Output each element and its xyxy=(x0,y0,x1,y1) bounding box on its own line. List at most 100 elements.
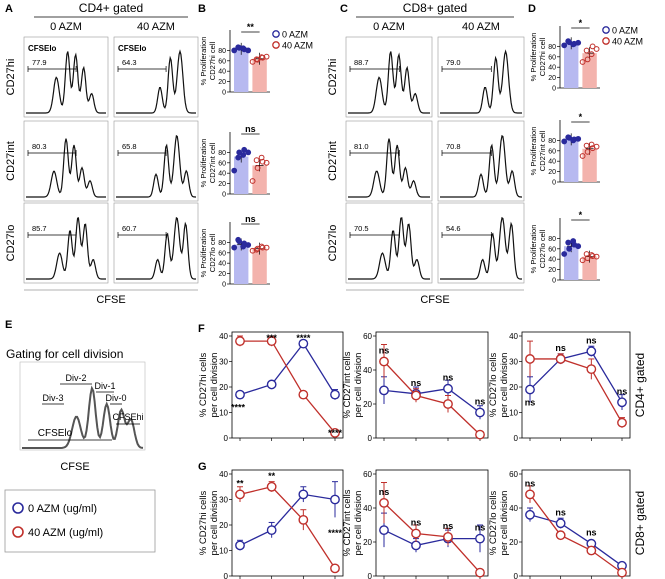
data-point-0-0 xyxy=(561,42,568,49)
annotation-3: ns xyxy=(475,523,486,533)
data-point-1-1 xyxy=(555,530,566,541)
legend-label-big-1: 40 AZM (ug/ml) xyxy=(28,527,103,539)
y-tick-label-60: 60 xyxy=(218,250,226,257)
panel-c-xlabel: CFSE xyxy=(420,294,449,306)
bar-1 xyxy=(252,58,267,92)
y-axis-label-0: % Proliferation xyxy=(529,33,538,82)
annotation-1: ns xyxy=(411,378,422,388)
group-label: CD8+ gated xyxy=(633,491,647,555)
data-point-0-3 xyxy=(565,134,572,141)
data-point-1-2 xyxy=(298,515,309,525)
y-tick-label-0: 0 xyxy=(368,572,373,579)
data-point-0-0 xyxy=(561,138,568,145)
data-point-0-0 xyxy=(231,167,238,174)
y-axis-label-0: % Proliferation xyxy=(199,37,208,86)
legend-marker-0 xyxy=(602,26,610,34)
panel-a-gate-label-1: CFSElo xyxy=(118,44,147,53)
data-point-0-3 xyxy=(235,236,242,243)
data-point-1-3 xyxy=(253,56,260,63)
panel-c-plot-frame-0-0 xyxy=(345,36,433,118)
significance-label: ** xyxy=(247,22,255,32)
line-chart-F1: 0 10 20 30 40 % CD27hi cells per cell division… xyxy=(198,331,344,443)
series-line-0 xyxy=(383,529,480,547)
data-point-0-0 xyxy=(231,244,238,251)
data-point-1-5 xyxy=(593,253,600,260)
significance-label: ns xyxy=(245,214,256,224)
panel-e-gate-label-3: Div-0 xyxy=(105,393,126,403)
panel-c-row-label-1: CD27int xyxy=(327,141,339,181)
data-point-0-4 xyxy=(240,45,247,52)
panel-a-histogram-1-1 xyxy=(116,134,196,198)
panel-e-gate-label-cfselo: CFSElo xyxy=(38,428,73,439)
data-point-0-1 xyxy=(266,379,277,390)
y-axis-label-0: % CD27hi cells xyxy=(198,353,209,418)
panel-c-histogram-2-1 xyxy=(440,216,522,280)
data-point-0-5 xyxy=(245,47,252,54)
data-point-1-4 xyxy=(588,141,595,148)
data-point-0-1 xyxy=(566,245,573,252)
bar-chart-B2: 0 20 40 60 80 % Proliferation CD27int cell ns xyxy=(199,124,270,199)
bar-0 xyxy=(564,246,579,280)
data-point-0-2 xyxy=(443,383,453,394)
data-point-0-3 xyxy=(235,154,242,161)
y-axis-label-1: per cell division xyxy=(209,491,220,556)
panel-c-plot-frame-2-1 xyxy=(437,202,525,284)
data-point-0-2 xyxy=(241,146,248,153)
panel-e-histogram xyxy=(22,385,144,449)
bar-chart-D1: 0 20 40 60 80 % Proliferation CD27hi cell * 0 AZ… xyxy=(529,18,643,93)
data-point-1-1 xyxy=(411,528,421,539)
panel-c-plot-frame-1-0 xyxy=(345,120,433,202)
panel-e-gate-label-1: Div-1 xyxy=(94,381,115,391)
y-tick-label-80: 80 xyxy=(548,44,556,51)
y-tick-label-20: 20 xyxy=(218,181,226,188)
y-tick-label-0: 0 xyxy=(514,434,519,443)
y-axis-label-1: CD27hi cell xyxy=(208,41,217,80)
panel-c-col-label-1: 40 AZM xyxy=(462,21,500,33)
legend-box xyxy=(4,489,156,553)
y-axis-label-1: per cell division xyxy=(499,353,510,418)
plot-frame xyxy=(521,331,631,439)
data-point-0-0 xyxy=(231,47,238,54)
data-point-0-3 xyxy=(617,397,627,408)
data-point-1-3 xyxy=(617,567,627,578)
y-tick-label-40: 40 xyxy=(219,332,228,341)
data-point-1-5 xyxy=(263,244,270,251)
annotation-1: *** xyxy=(266,333,277,343)
panel-c-gate-value-2-0: 70.5 xyxy=(354,224,369,233)
data-point-1-3 xyxy=(253,157,260,164)
annotation-2: ns xyxy=(443,521,454,531)
y-axis-label-0: % CD27int cells xyxy=(342,489,353,556)
series-line-0 xyxy=(239,342,336,396)
data-point-1-1 xyxy=(254,165,261,171)
significance-label: * xyxy=(579,18,583,28)
y-axis-label-1: per cell division xyxy=(499,491,510,556)
bar-0 xyxy=(564,43,579,88)
data-point-1-0 xyxy=(235,489,245,500)
panel-a-gate-value-1-1: 65.8 xyxy=(122,142,137,151)
bar-chart-D2: 0 20 40 60 80 % Proliferation CD27int cell * xyxy=(529,112,600,187)
panel-c-plot-frame-0-1 xyxy=(437,36,525,118)
panel-letter-b: B xyxy=(198,3,206,15)
panel-c-gate-value-0-0: 88.7 xyxy=(354,58,369,67)
data-point-1-0 xyxy=(379,356,389,367)
y-tick-label-40: 40 xyxy=(218,261,226,268)
y-tick-label-0: 0 xyxy=(552,180,556,187)
data-point-1-0 xyxy=(579,153,586,159)
y-tick-label-20: 20 xyxy=(363,538,372,547)
y-tick-label-60: 60 xyxy=(509,470,518,479)
annotation-2: ns xyxy=(443,373,454,383)
data-point-1-0 xyxy=(379,497,389,508)
data-point-0-4 xyxy=(240,152,247,158)
annotation-3: ns xyxy=(617,386,628,396)
y-axis-label-1: per cell division xyxy=(353,353,364,418)
y-axis-label-1: per cell division xyxy=(209,353,220,418)
data-point-1-0 xyxy=(579,257,586,264)
data-point-1-0 xyxy=(525,354,535,364)
y-axis-label-0: % CD27lo cells xyxy=(488,491,499,556)
panel-c-gate-value-0-1: 79.0 xyxy=(446,58,461,67)
data-point-1-4 xyxy=(588,252,595,258)
y-tick-label-0: 0 xyxy=(222,282,226,289)
panel-a-histogram-2-0 xyxy=(26,217,106,280)
data-point-0-5 xyxy=(575,243,582,250)
